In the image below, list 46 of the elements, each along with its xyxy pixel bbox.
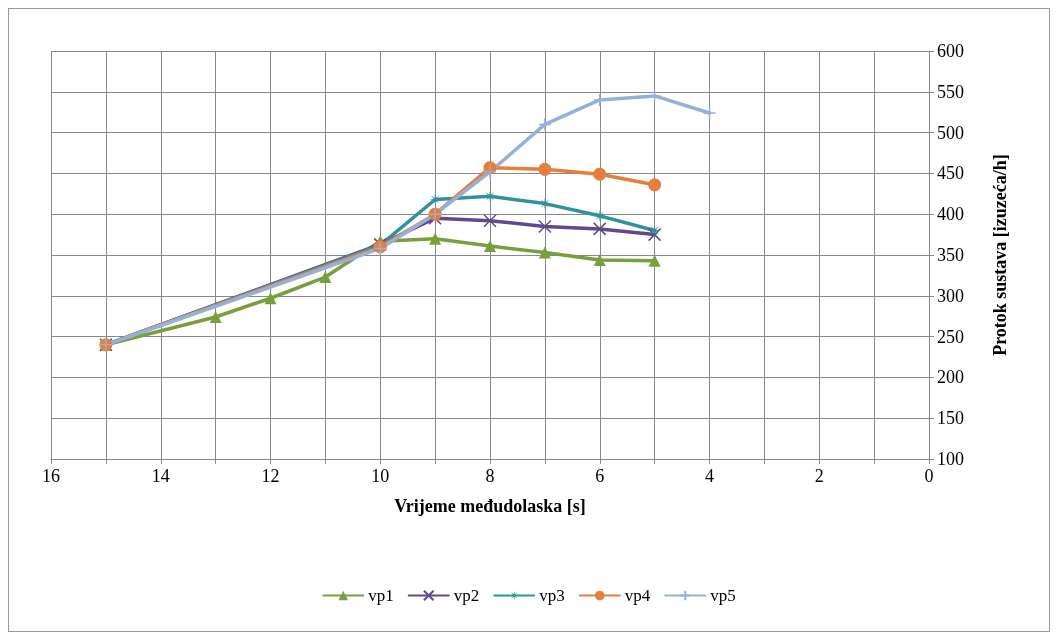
point — [538, 117, 552, 132]
y-axis-title: Protok sustava [izuzeća/h] — [990, 154, 1010, 356]
y-tick-label: 250 — [937, 326, 964, 347]
point — [593, 222, 607, 236]
legend-label: vp5 — [710, 586, 736, 605]
point — [593, 167, 607, 181]
point — [483, 213, 497, 228]
point — [429, 232, 442, 245]
y-tick-label: 100 — [937, 449, 964, 469]
x-axis-title: Vrijeme međudolaska [s] — [394, 496, 586, 516]
y-tick-label: 450 — [937, 163, 964, 184]
x-tick-label: 12 — [261, 466, 280, 486]
x-tick-label: 4 — [705, 466, 714, 486]
x-tick-label: 14 — [151, 466, 170, 486]
x-tick-label: 10 — [371, 466, 390, 486]
point — [483, 165, 497, 179]
point — [319, 271, 332, 284]
x-tick-label: 0 — [924, 466, 934, 486]
point — [648, 178, 662, 192]
legend-label: vp1 — [368, 586, 394, 605]
point — [647, 227, 662, 242]
y-tick-label: 150 — [937, 408, 964, 429]
point — [702, 106, 717, 120]
point — [538, 246, 551, 259]
point — [264, 292, 277, 305]
x-tick-label: 16 — [42, 466, 60, 486]
legend-label: vp2 — [453, 586, 480, 605]
y-tick-label: 550 — [937, 81, 964, 102]
y-tick-label: 350 — [937, 245, 964, 265]
legend-label: vp3 — [539, 586, 565, 605]
point — [538, 219, 552, 234]
y-tick-label: 600 — [937, 41, 964, 61]
point — [484, 240, 496, 253]
point — [648, 254, 661, 267]
point — [538, 162, 552, 176]
point — [648, 224, 661, 237]
x-tick-label: 2 — [814, 466, 824, 486]
point — [209, 311, 222, 324]
y-tick-label: 500 — [937, 122, 964, 143]
x-tick-label: 8 — [485, 466, 495, 486]
legend-label: vp4 — [624, 586, 651, 605]
point — [593, 253, 606, 266]
x-tick-label: 6 — [595, 466, 605, 486]
y-tick-label: 200 — [937, 367, 964, 388]
y-tick-label: 400 — [937, 204, 964, 225]
y-tick-label: 300 — [937, 285, 964, 306]
